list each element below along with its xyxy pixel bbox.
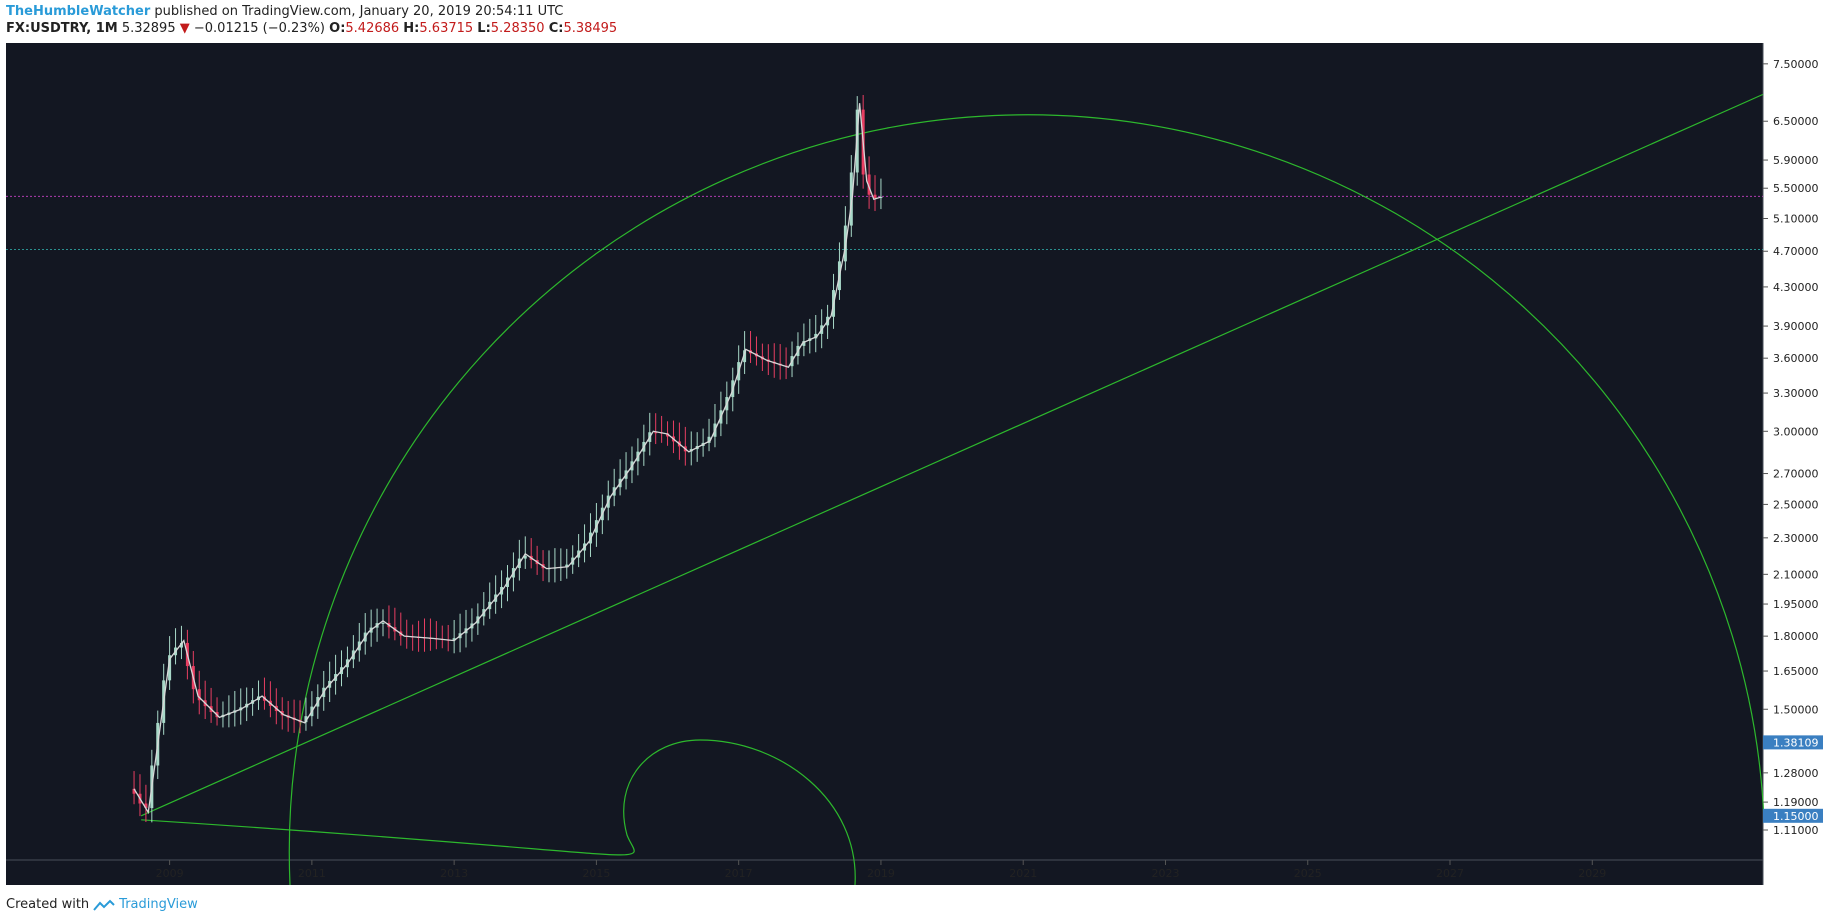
price-tick-label: 1.80000 xyxy=(1773,630,1819,643)
low-value: 5.28350 xyxy=(490,21,545,36)
up-candle xyxy=(565,548,569,579)
time-tick-label: 2013 xyxy=(440,867,468,880)
candle-body xyxy=(523,555,527,559)
time-tick-label: 2025 xyxy=(1294,867,1322,880)
price-tick-label: 3.60000 xyxy=(1773,352,1819,365)
candle-body xyxy=(304,716,308,723)
published-text: published on TradingView.com, January 20… xyxy=(154,4,564,19)
symbol-label: FX:USDTRY, 1M xyxy=(6,21,118,36)
time-tick-label: 2021 xyxy=(1009,867,1037,880)
candle-body xyxy=(666,433,670,437)
price-tick-label: 3.30000 xyxy=(1773,387,1819,400)
up-candle xyxy=(802,323,806,357)
price-tick-label: 6.50000 xyxy=(1773,115,1819,128)
price-chart[interactable]: 7.50000 6.50000 5.90000 5.50000 5.10000 4.700… xyxy=(0,40,1828,888)
up-candle xyxy=(849,155,853,237)
price-label-text: 1.15000 xyxy=(1773,810,1819,823)
tradingview-link[interactable]: TradingView xyxy=(119,897,198,912)
close-label: C: xyxy=(548,21,564,36)
open-label: O: xyxy=(329,21,346,36)
price-tick-label: 1.19000 xyxy=(1773,796,1819,809)
price-tick-label: 5.10000 xyxy=(1773,212,1819,225)
up-candle xyxy=(179,625,183,660)
last-price: 5.32895 xyxy=(121,21,176,36)
price-tick-label: 2.50000 xyxy=(1773,498,1819,511)
fibonacci-spiral xyxy=(141,739,856,886)
down-candle xyxy=(654,413,658,445)
price-tick-label: 1.50000 xyxy=(1773,703,1819,716)
low-label: L: xyxy=(477,21,491,36)
ohlc-line: FX:USDTRY, 1M 5.32895 ▼ −0.01215 (−0.23%… xyxy=(6,21,617,36)
price-tick-label: 3.90000 xyxy=(1773,320,1819,333)
up-candle xyxy=(523,536,527,569)
candle-body xyxy=(849,172,853,226)
footer: Created with TradingView xyxy=(6,897,198,912)
trend-line xyxy=(140,93,1764,817)
price-label-text: 1.38109 xyxy=(1773,736,1819,749)
candle-body xyxy=(144,803,148,809)
candle-body xyxy=(168,655,172,681)
time-tick-label: 2023 xyxy=(1151,867,1179,880)
time-tick-label: 2029 xyxy=(1578,867,1606,880)
zigzag-overlay xyxy=(133,103,882,815)
publish-line: TheHumbleWatcher published on TradingVie… xyxy=(6,4,563,19)
high-label: H: xyxy=(403,21,420,36)
down-candle xyxy=(132,771,136,805)
candle-body xyxy=(867,174,871,195)
tradingview-logo-icon xyxy=(93,899,115,911)
candle-body xyxy=(197,689,201,701)
price-tick-label: 1.95000 xyxy=(1773,598,1819,611)
price-tick-label: 5.90000 xyxy=(1773,154,1819,167)
high-value: 5.63715 xyxy=(419,21,474,36)
candle-body xyxy=(179,642,183,648)
price-tick-label: 5.50000 xyxy=(1773,182,1819,195)
candle-body xyxy=(565,564,569,568)
fibonacci-large-arc xyxy=(288,114,1765,886)
up-candle xyxy=(814,314,818,353)
price-tick-label: 1.28000 xyxy=(1773,767,1819,780)
down-candle xyxy=(867,156,871,209)
down-arrow-icon: ▼ xyxy=(179,21,190,36)
candle-body xyxy=(654,432,658,434)
candle-body xyxy=(707,436,711,443)
candle-body xyxy=(873,194,877,198)
time-tick-label: 2015 xyxy=(582,867,610,880)
time-tick-label: 2011 xyxy=(298,867,326,880)
created-with-text: Created with xyxy=(6,897,90,912)
down-candle xyxy=(873,175,877,212)
open-value: 5.42686 xyxy=(345,21,400,36)
change-value: −0.01215 (−0.23%) xyxy=(193,21,325,36)
price-tick-label: 2.30000 xyxy=(1773,532,1819,545)
down-candle xyxy=(144,784,148,823)
candle-body xyxy=(802,341,806,346)
author-link[interactable]: TheHumbleWatcher xyxy=(6,4,151,19)
price-tick-label: 3.00000 xyxy=(1773,425,1819,438)
price-label-box xyxy=(1763,735,1823,750)
candle-body xyxy=(814,333,818,339)
up-candle xyxy=(452,620,456,654)
candle-body xyxy=(452,638,456,641)
candle-body xyxy=(132,788,136,794)
price-tick-label: 2.10000 xyxy=(1773,568,1819,581)
time-tick-label: 2027 xyxy=(1436,867,1464,880)
time-tick-label: 2009 xyxy=(156,867,184,880)
price-tick-label: 2.70000 xyxy=(1773,468,1819,481)
price-tick-label: 7.50000 xyxy=(1773,58,1819,71)
price-tick-label: 1.65000 xyxy=(1773,665,1819,678)
up-candle xyxy=(304,697,308,731)
time-tick-label: 2017 xyxy=(725,867,753,880)
candle-body xyxy=(381,622,385,624)
down-candle xyxy=(197,670,201,715)
price-tick-label: 4.30000 xyxy=(1773,281,1819,294)
close-value: 5.38495 xyxy=(563,21,618,36)
time-tick-label: 2019 xyxy=(867,867,895,880)
price-tick-label: 4.70000 xyxy=(1773,245,1819,258)
up-candle xyxy=(381,609,385,637)
up-candle xyxy=(707,418,711,452)
plot-area[interactable] xyxy=(6,43,1763,885)
candle-body xyxy=(743,350,747,363)
price-label-box xyxy=(1763,808,1823,823)
price-tick-label: 1.11000 xyxy=(1773,824,1819,837)
